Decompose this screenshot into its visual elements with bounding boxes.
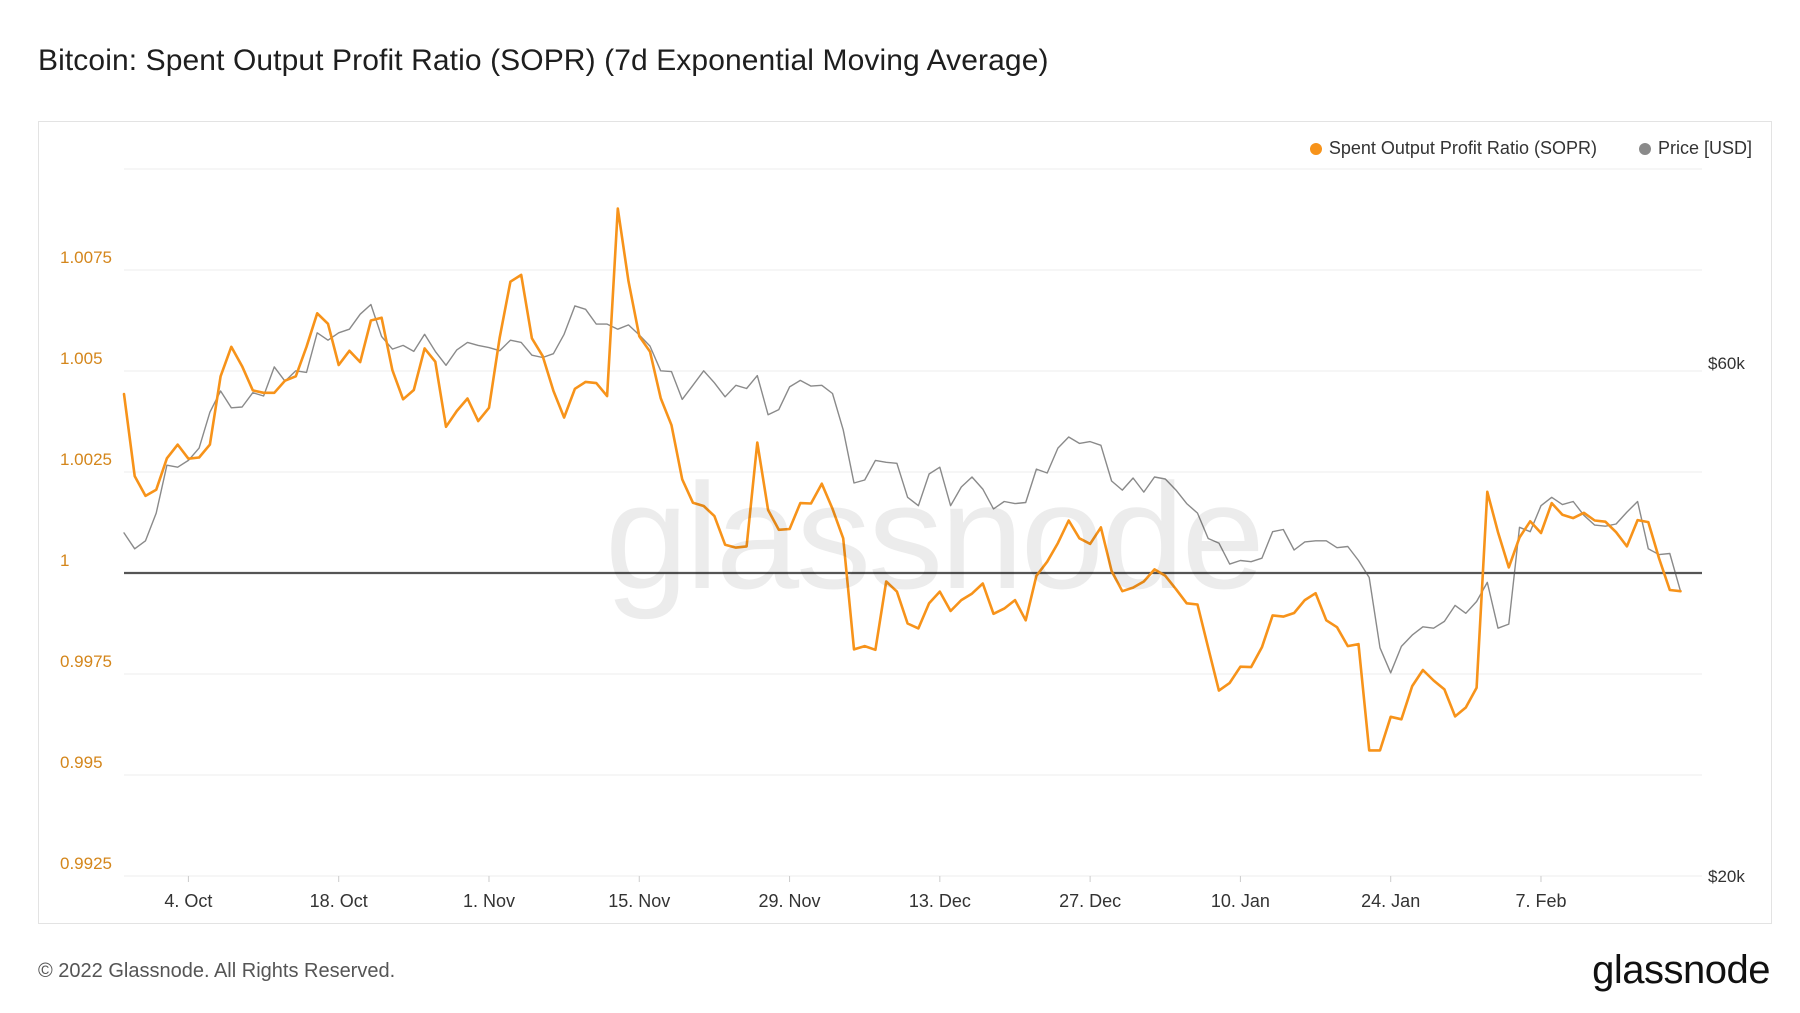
x-tick-label-0: 4. Oct — [164, 891, 212, 911]
y-left-tick-3: 1 — [60, 551, 69, 570]
x-tick-label-2: 1. Nov — [463, 891, 515, 911]
chart-legend: Spent Output Profit Ratio (SOPR) Price [… — [1309, 138, 1752, 159]
x-tick-label-3: 15. Nov — [608, 891, 670, 911]
x-tick-label-9: 7. Feb — [1515, 891, 1566, 911]
y-left-tick-0: 0.9925 — [60, 854, 112, 873]
legend-label-price: Price [USD] — [1657, 138, 1752, 158]
x-tick-label-5: 13. Dec — [909, 891, 971, 911]
legend-label-sopr: Spent Output Profit Ratio (SOPR) — [1328, 138, 1597, 158]
y-left-tick-4: 1.0025 — [60, 450, 112, 469]
sopr-line — [122, 207, 1682, 752]
legend-dot-price — [1638, 142, 1651, 155]
y-left-tick-6: 1.0075 — [60, 248, 112, 267]
y-left-tick-2: 0.9975 — [60, 652, 112, 671]
legend-dot-sopr — [1309, 142, 1322, 155]
axis-labels: 0.9925 0.995 0.9975 1 1.0025 1.005 1.0075 $20k $… — [60, 248, 1745, 911]
chart-title: Bitcoin: Spent Output Profit Ratio (SOPR… — [38, 44, 1049, 77]
y-right-tick-0: $20k — [1708, 867, 1745, 886]
x-tick-label-4: 29. Nov — [759, 891, 821, 911]
y-left-tick-5: 1.005 — [60, 349, 103, 368]
legend-item-price[interactable]: Price [USD] — [1638, 138, 1752, 159]
glassnode-logo[interactable]: glassnode — [1592, 948, 1770, 992]
x-tick-label-8: 24. Jan — [1361, 891, 1420, 911]
y-right-tick-1: $60k — [1708, 354, 1745, 373]
price-line — [123, 303, 1682, 674]
watermark-logo: glassnode — [605, 452, 1265, 620]
price-series — [123, 303, 1682, 674]
x-tick-label-6: 27. Dec — [1059, 891, 1121, 911]
copyright-text: © 2022 Glassnode. All Rights Reserved. — [38, 960, 396, 982]
legend-item-sopr[interactable]: Spent Output Profit Ratio (SOPR) — [1309, 138, 1597, 159]
y-left-tick-1: 0.995 — [60, 753, 103, 772]
grid-lines — [124, 168, 1702, 877]
chart-panel — [38, 121, 1772, 924]
x-tick-label-1: 18. Oct — [310, 891, 368, 911]
x-tick-label-7: 10. Jan — [1211, 891, 1270, 911]
sopr-series — [122, 207, 1682, 752]
